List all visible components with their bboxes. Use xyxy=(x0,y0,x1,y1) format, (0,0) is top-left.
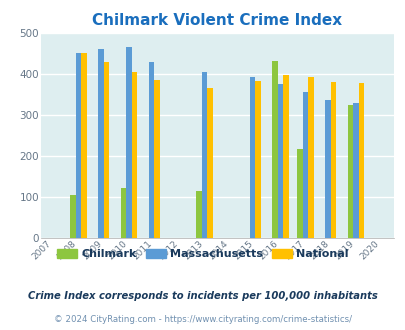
Bar xyxy=(249,77,254,238)
Bar xyxy=(201,72,207,238)
Bar xyxy=(296,149,302,238)
Title: Chilmark Violent Crime Index: Chilmark Violent Crime Index xyxy=(92,13,341,28)
Bar xyxy=(347,105,352,238)
Bar xyxy=(70,195,75,238)
Bar xyxy=(126,47,131,238)
Bar xyxy=(120,188,126,238)
Bar xyxy=(207,88,212,238)
Bar xyxy=(271,61,277,238)
Bar xyxy=(81,53,87,238)
Text: © 2024 CityRating.com - https://www.cityrating.com/crime-statistics/: © 2024 CityRating.com - https://www.city… xyxy=(54,315,351,324)
Bar xyxy=(352,103,358,238)
Bar xyxy=(196,191,201,238)
Bar xyxy=(330,82,335,238)
Bar xyxy=(154,80,159,238)
Bar xyxy=(131,72,137,238)
Bar xyxy=(98,50,103,238)
Bar xyxy=(277,84,282,238)
Bar xyxy=(75,53,81,238)
Legend: Chilmark, Massachusetts, National: Chilmark, Massachusetts, National xyxy=(53,244,352,263)
Bar xyxy=(254,81,260,238)
Bar xyxy=(103,62,109,238)
Text: Crime Index corresponds to incidents per 100,000 inhabitants: Crime Index corresponds to incidents per… xyxy=(28,291,377,301)
Bar xyxy=(302,92,307,238)
Bar xyxy=(148,62,154,238)
Bar xyxy=(307,77,313,238)
Bar xyxy=(282,75,288,238)
Bar xyxy=(324,100,330,238)
Bar xyxy=(358,82,363,238)
